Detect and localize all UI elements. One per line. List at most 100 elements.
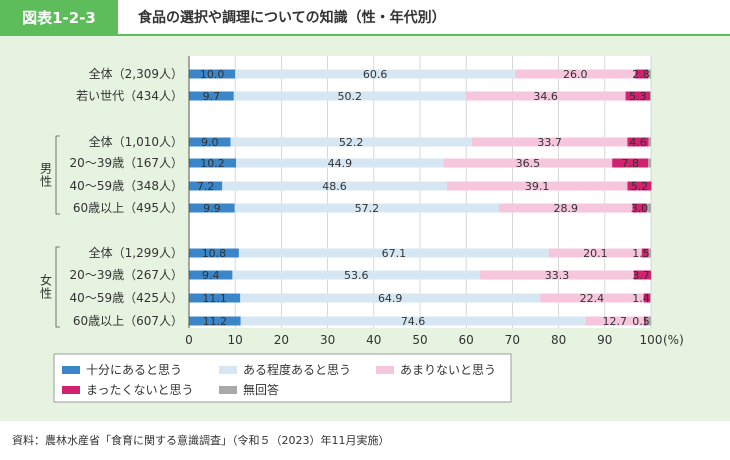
legend-label: 十分にあると思う: [86, 363, 182, 377]
data-label: 7.8: [621, 157, 639, 170]
data-label: 1.5: [632, 247, 650, 260]
data-label: 48.6: [322, 180, 347, 193]
bar-segment: [465, 91, 626, 101]
x-tick-label: 30: [320, 333, 335, 347]
x-tick-label: 70: [505, 333, 520, 347]
data-label: 7.2: [197, 180, 215, 193]
bar-segment: [646, 203, 651, 213]
bar-segment: [240, 293, 541, 303]
data-label: 64.9: [378, 292, 403, 305]
data-label: 11.2: [203, 315, 228, 328]
category-label: 40～59歳（425人）: [70, 291, 183, 305]
category-label: 40～59歳（348人）: [70, 179, 183, 193]
data-label: 9.0: [201, 136, 219, 149]
bar-segment: [222, 181, 447, 191]
data-label: 36.5: [516, 157, 541, 170]
x-tick-label: 20: [274, 333, 289, 347]
data-label: 12.7: [602, 315, 627, 328]
data-label: 9.4: [202, 269, 220, 282]
bar-segment: [189, 181, 223, 191]
source-note: 資料：農林水産省「食育に関する意識調査」（令和５（2023）年11月実施）: [12, 434, 390, 447]
bar-segment: [443, 158, 613, 168]
bar-segment: [643, 293, 651, 303]
category-label: 全体（1,010人）: [89, 134, 183, 149]
bar-segment: [234, 203, 500, 213]
legend-label: まったくないと思う: [86, 383, 194, 397]
bar-segment: [189, 203, 235, 213]
bar-segment: [189, 91, 234, 101]
group-label: 性: [40, 287, 52, 301]
category-label: 60歳以上（607人）: [73, 314, 183, 328]
bar-segment: [612, 158, 649, 168]
bar-segment: [548, 248, 642, 258]
data-label: 34.6: [533, 90, 558, 103]
bar-segment: [233, 91, 466, 101]
bar-segment: [189, 293, 241, 303]
bar-segment: [632, 203, 647, 213]
bar-segment: [471, 137, 628, 147]
category-label: 60歳以上（495人）: [73, 201, 183, 215]
group-label: 男: [40, 162, 52, 176]
bar-segment: [540, 293, 644, 303]
data-label: 22.4: [580, 292, 605, 305]
bar-segment: [585, 316, 645, 326]
bar-segment: [646, 316, 651, 326]
chart-panel: 10.0 60.6 26.0 2.8 9.7 50.2 34.6 5.3 9.0 52.2 33.7…: [0, 36, 730, 421]
bar-segment: [633, 270, 651, 280]
x-unit-label: (%): [663, 333, 684, 347]
group-label: 女: [40, 273, 52, 288]
bar-segment: [515, 69, 636, 79]
bar-segment: [232, 270, 481, 280]
data-label: 10.8: [202, 247, 227, 260]
data-label: 1.4: [632, 292, 650, 305]
bar-segment: [644, 316, 647, 326]
data-label: 10.0: [200, 68, 225, 81]
data-label: 44.9: [328, 157, 353, 170]
bar-segment: [235, 69, 516, 79]
group-bracket: [55, 246, 60, 328]
legend-box: [53, 353, 512, 403]
data-label: 57.2: [355, 202, 380, 215]
bar-segment: [499, 203, 633, 213]
bar-segment: [627, 137, 649, 147]
data-label: 50.2: [338, 90, 363, 103]
data-label: 52.2: [339, 136, 364, 149]
data-label: 0.5: [632, 315, 650, 328]
data-label: 5.2: [631, 180, 649, 193]
category-label: 全体（1,299人）: [89, 245, 183, 260]
bar-segment: [641, 248, 649, 258]
data-label: 3.0: [631, 202, 649, 215]
data-label: 2.8: [632, 68, 650, 81]
bar-segment: [240, 316, 586, 326]
data-label: 53.6: [344, 269, 369, 282]
data-label: 39.1: [525, 180, 550, 193]
bar-segment: [189, 316, 241, 326]
x-tick-label: 0: [185, 333, 193, 347]
bar-segment: [230, 137, 472, 147]
bar-segment: [648, 69, 651, 79]
bar-segment: [648, 248, 651, 258]
data-label: 9.7: [203, 90, 221, 103]
bar-segment: [189, 248, 239, 258]
data-label: 20.1: [583, 247, 608, 260]
bar-segment: [650, 293, 651, 303]
data-label: 26.0: [563, 68, 588, 81]
data-label: 9.9: [203, 202, 221, 215]
legend-swatch: [219, 386, 237, 394]
category-label: 20～39歳（167人）: [70, 156, 183, 170]
legend-swatch: [376, 366, 394, 374]
legend-label: 無回答: [243, 382, 279, 397]
x-tick-label: 50: [412, 333, 427, 347]
bar-segment: [627, 181, 652, 191]
figure-header: 図表1-2-3 食品の選択や調理についての知識（性・年代別）: [0, 0, 730, 36]
bar-segment: [625, 91, 651, 101]
category-label: 全体（2,309人）: [89, 66, 183, 81]
figure-title: 食品の選択や調理についての知識（性・年代別）: [138, 10, 446, 26]
legend-label: あまりないと思う: [400, 363, 496, 377]
legend-swatch: [219, 366, 237, 374]
group-label: 性: [40, 175, 52, 189]
category-label: 若い世代（434人）: [76, 89, 183, 103]
stacked-bar-chart: 10.0 60.6 26.0 2.8 9.7 50.2 34.6 5.3 9.0 52.2 33.7…: [40, 56, 684, 403]
figure-label: 図表1-2-3: [0, 0, 118, 36]
category-label: 20～39歳（267人）: [70, 268, 183, 282]
